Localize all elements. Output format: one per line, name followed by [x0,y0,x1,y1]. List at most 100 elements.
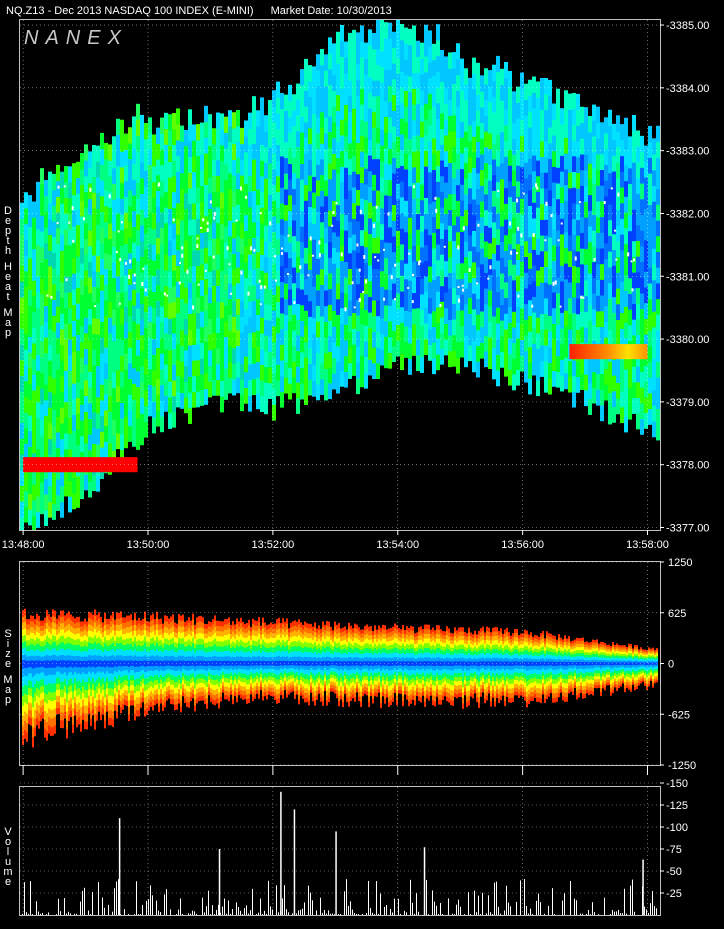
heat-cell [68,260,72,277]
heat-cell [108,317,112,334]
heat-cell [160,274,164,291]
heat-cell [480,232,484,249]
heat-cell [28,446,32,463]
order-mark [610,187,613,190]
heat-cell [160,353,164,370]
heat-cell [76,271,80,289]
heat-cell [292,204,296,221]
heat-cell [628,230,632,247]
heat-cell [340,56,344,73]
heat-cell [516,212,520,229]
heat-cell [632,319,636,336]
order-mark [235,219,238,222]
heat-cell [280,391,284,408]
heat-cell [328,53,332,70]
heat-cell [204,184,208,201]
heat-cell [92,380,96,397]
order-mark [318,253,321,258]
size-band [178,660,180,666]
order-mark [144,288,147,292]
heat-cell [536,207,540,224]
heat-cell [284,377,288,394]
heat-cell [464,68,468,85]
heat-cell [184,208,188,225]
heat-cell [108,411,112,428]
heat-cell [580,263,584,281]
order-mark [457,285,460,288]
heat-cell [160,180,164,197]
heat-cell [584,138,588,155]
heat-cell [164,269,168,287]
heat-cell [404,215,408,233]
heat-cell [328,162,332,180]
heat-cell [208,239,212,257]
order-mark [377,259,380,262]
heat-cell [424,275,428,293]
heat-cell [624,227,628,244]
heat-cell [68,323,72,340]
heat-cell [48,438,52,455]
heat-cell [568,172,572,189]
heat-cell [500,272,504,290]
heat-cell [108,254,112,271]
heat-cell [640,402,644,420]
heat-cell [492,253,496,270]
heat-cell [416,291,420,309]
heat-cell [596,357,600,375]
heat-cell [60,218,64,236]
heat-cell [296,381,300,399]
heat-cell [592,261,596,278]
heat-cell [168,381,172,398]
heat-cell [144,295,148,313]
order-mark [461,284,464,287]
heat-cell [236,109,240,127]
heat-cell [68,213,72,230]
heat-cell [144,421,148,438]
heat-cell [56,384,60,402]
heat-cell [36,197,40,214]
heat-cell [396,214,400,231]
heat-cell [268,147,272,164]
heat-cell [556,245,560,263]
heat-cell [68,448,72,466]
heat-cell [172,254,176,271]
heat-cell [536,81,540,98]
heat-cell [304,388,308,405]
heat-cell [296,366,300,383]
heat-cell [300,147,304,164]
heat-cell [184,192,188,210]
heat-cell [464,146,468,164]
heat-cell [108,364,112,381]
order-mark [536,186,539,190]
heat-cell [380,270,384,287]
heat-cell [100,321,104,338]
heat-cell [448,240,452,258]
heat-cell [624,353,628,370]
heat-cell [356,252,360,269]
heat-cell [304,106,308,123]
heat-cell [648,361,652,378]
heat-cell [620,139,624,157]
heat-cell [636,177,640,194]
size-band [42,660,44,667]
order-mark [258,279,261,283]
heat-cell [320,268,324,286]
heat-cell [428,313,432,330]
heat-cell [280,359,284,377]
heat-cell [312,317,316,334]
heat-cell [72,320,76,337]
heat-cell [112,167,116,185]
heat-cell [612,406,616,423]
heat-cell [408,60,412,77]
size-band [346,661,348,666]
heat-cell [300,210,304,227]
heat-cell [400,71,404,88]
heat-cell [568,266,572,283]
heat-cell [632,334,636,352]
heat-cell [336,78,340,96]
heat-cell [544,250,548,268]
heat-cell [248,363,252,381]
chart-header: NQ.Z13 - Dec 2013 NASDAQ 100 INDEX (E-MI… [6,5,406,17]
heat-cell [420,309,424,326]
heat-cell [644,271,648,288]
